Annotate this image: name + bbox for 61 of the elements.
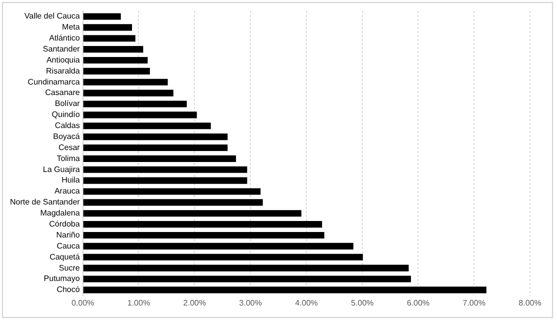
y-tick-label: Boyacá (53, 132, 80, 141)
y-tick-label: Huila (62, 176, 80, 185)
y-tick-label: Norte de Santander (10, 198, 80, 207)
y-tick-label: Bolívar (54, 99, 80, 108)
bar (83, 210, 302, 217)
y-tick-label: Casanare (45, 88, 80, 98)
y-tick-label: Quindío (52, 110, 80, 120)
y-tick-label: Risaralda (46, 66, 80, 76)
bar (83, 264, 409, 272)
bar (83, 221, 322, 228)
bar (83, 254, 363, 260)
x-tick-label: 5.00% (350, 298, 374, 308)
y-tick-label: Cauca (56, 241, 80, 250)
y-tick-label: Putumayo (44, 274, 80, 284)
y-tick-label: Nariño (56, 230, 80, 240)
x-tick-label: 1.00% (127, 298, 150, 308)
x-tick-label: 0.00% (71, 298, 94, 308)
x-tick-label: 4.00% (295, 298, 318, 308)
bar (83, 56, 148, 64)
bar (83, 144, 228, 152)
y-tick-label: Córdoba (49, 220, 80, 229)
bar (83, 90, 174, 96)
bar (83, 134, 228, 140)
y-tick-label: La Guajira (42, 164, 80, 174)
bar (83, 286, 486, 294)
x-tick-label: 2.00% (183, 298, 206, 308)
bar (83, 78, 168, 86)
y-tick-label: Valle del Cauca (24, 12, 80, 21)
y-tick-label: Santander (42, 44, 80, 54)
bar (83, 166, 248, 173)
y-tick-label: Chocó (56, 285, 80, 294)
bar (83, 13, 121, 20)
y-tick-label: Cundinamarca (28, 77, 80, 86)
bar (83, 199, 263, 206)
y-tick-label: Tolima (56, 154, 80, 163)
x-tick-label: 7.00% (462, 298, 486, 308)
y-tick-label: Meta (62, 22, 80, 32)
bar (83, 177, 248, 184)
y-tick-label: Cesar (58, 142, 80, 152)
bar (83, 242, 354, 250)
bar (83, 46, 144, 53)
bar (83, 276, 411, 282)
x-tick-label: 3.00% (239, 298, 262, 308)
y-tick-label: Sucre (58, 263, 80, 272)
bar (83, 24, 132, 31)
x-tick-label: 8.00% (518, 298, 542, 308)
y-tick-label: Arauca (54, 186, 80, 196)
x-tick-label: 6.00% (406, 298, 430, 308)
bar (83, 155, 236, 162)
bar (83, 35, 136, 42)
bar (83, 100, 187, 108)
y-tick-label: Caldas (54, 121, 80, 130)
bar (83, 188, 261, 195)
y-tick-label: Antioquia (46, 55, 80, 64)
y-tick-label: Magdalena (40, 208, 80, 218)
bar (83, 112, 197, 118)
bar (83, 122, 211, 130)
bar (83, 232, 324, 239)
y-tick-label: Atlántico (49, 34, 80, 43)
bar (83, 68, 150, 74)
y-tick-label: Caquetá (50, 252, 80, 262)
